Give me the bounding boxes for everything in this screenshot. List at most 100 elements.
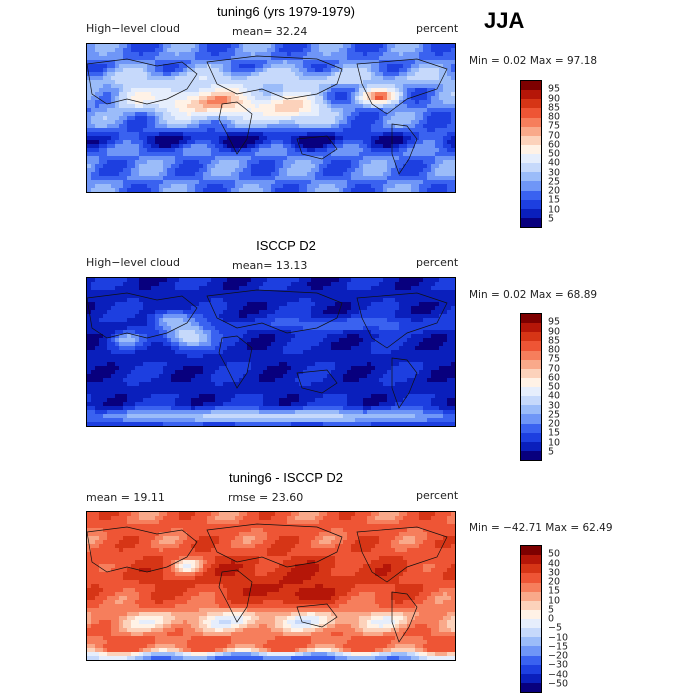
colorbar-tick-label: 20 bbox=[548, 576, 561, 588]
colorbar-tick-label: 40 bbox=[548, 558, 561, 569]
colorbar-swatch bbox=[521, 609, 541, 619]
colorbar-tick-label: 30 bbox=[548, 567, 561, 579]
colorbar-tick-label: 95 bbox=[548, 316, 561, 328]
coastline bbox=[206, 55, 343, 100]
colorbar-swatch bbox=[521, 637, 541, 647]
colorbar-swatch bbox=[521, 564, 541, 574]
colorbar-swatch bbox=[521, 432, 541, 442]
min-max-label: Min = 0.02 Max = 97.18 bbox=[469, 55, 598, 67]
coastline bbox=[87, 526, 198, 573]
coastline bbox=[391, 123, 418, 175]
colorbar-swatch bbox=[521, 144, 541, 154]
colorbar-tick-label: 40 bbox=[548, 390, 561, 402]
colorbar-swatch bbox=[521, 591, 541, 601]
colorbar-swatch bbox=[521, 387, 541, 397]
colorbar-tick-label: 30 bbox=[548, 167, 561, 178]
panel-title: tuning6 (yrs 1979-1979) bbox=[216, 4, 356, 19]
colorbar-swatch bbox=[521, 546, 541, 556]
variable-label: High−level cloud bbox=[86, 22, 180, 35]
coastline bbox=[356, 58, 448, 115]
colorbar-tick-label: 90 bbox=[548, 93, 561, 104]
colorbar-tick-label: 70 bbox=[548, 130, 561, 141]
colorbar-swatch bbox=[521, 405, 541, 415]
units-label: percent bbox=[416, 22, 459, 35]
coastline bbox=[206, 523, 343, 568]
colorbar-swatch bbox=[521, 414, 541, 424]
colorbar-swatch bbox=[521, 628, 541, 638]
colorbar-tick-label: 75 bbox=[548, 353, 561, 365]
colorbar-swatch bbox=[521, 682, 541, 692]
colorbar-tick-label: 70 bbox=[548, 363, 561, 374]
colorbar-swatch bbox=[521, 217, 541, 227]
colorbar-tick-label: −5 bbox=[548, 622, 563, 634]
colorbar-model bbox=[520, 80, 542, 228]
coastline bbox=[218, 335, 253, 389]
colorbar-swatch bbox=[521, 673, 541, 683]
coastline bbox=[391, 357, 418, 409]
colorbar-swatch bbox=[521, 359, 541, 369]
season-label: JJA bbox=[484, 8, 525, 33]
colorbar-tick-label: 25 bbox=[548, 409, 561, 421]
panel-title: tuning6 - ISCCP D2 bbox=[229, 470, 343, 485]
colorbar-tick-label: 60 bbox=[548, 372, 561, 384]
map-model bbox=[86, 43, 456, 193]
mean-label: mean= 13.13 bbox=[232, 259, 308, 272]
colorbar-diff bbox=[520, 545, 542, 693]
colorbar-swatch bbox=[521, 181, 541, 191]
colorbar-swatch bbox=[521, 163, 541, 173]
coastline bbox=[87, 58, 198, 105]
colorbar-tick-label: 30 bbox=[548, 400, 561, 411]
map-obs bbox=[86, 277, 456, 427]
colorbar-tick-label: 50 bbox=[548, 381, 561, 393]
colorbar-tick-label: 60 bbox=[548, 139, 561, 151]
colorbar-swatch bbox=[521, 341, 541, 351]
colorbar-tick-label: −20 bbox=[548, 650, 569, 662]
colorbar-tick-label: 5 bbox=[548, 446, 555, 458]
colorbar-tick-label: −50 bbox=[548, 678, 569, 690]
colorbar-tick-label: 20 bbox=[548, 418, 561, 430]
colorbar-tick-label: 0 bbox=[548, 613, 555, 625]
coastline bbox=[87, 292, 198, 339]
colorbar-swatch bbox=[521, 208, 541, 218]
colorbar-tick-label: 15 bbox=[548, 427, 561, 439]
colorbar-tick-label: 85 bbox=[548, 102, 561, 114]
colorbar-swatch bbox=[521, 314, 541, 324]
colorbar-swatch bbox=[521, 573, 541, 583]
variable-label: High−level cloud bbox=[86, 256, 180, 269]
coastline bbox=[206, 289, 343, 334]
colorbar-tick-label: 5 bbox=[548, 213, 555, 225]
colorbar-swatch bbox=[521, 555, 541, 565]
colorbar-swatch bbox=[521, 81, 541, 91]
colorbar-swatch bbox=[521, 154, 541, 164]
colorbar-tick-label: 80 bbox=[548, 111, 561, 123]
units-label: percent bbox=[416, 256, 459, 269]
colorbar-tick-label: 15 bbox=[548, 194, 561, 206]
colorbar-tick-label: 5 bbox=[548, 604, 555, 616]
colorbar-swatch bbox=[521, 99, 541, 109]
colorbar-tick-label: 40 bbox=[548, 157, 561, 169]
coastline bbox=[296, 603, 338, 628]
colorbar-swatch bbox=[521, 117, 541, 127]
colorbar-swatch bbox=[521, 664, 541, 674]
colorbar-tick-label: 25 bbox=[548, 176, 561, 188]
colorbar-swatch bbox=[521, 600, 541, 610]
colorbar-tick-label: 85 bbox=[548, 335, 561, 347]
colorbar-tick-label: −10 bbox=[548, 632, 569, 643]
colorbar-swatch bbox=[521, 582, 541, 592]
colorbar-swatch bbox=[521, 396, 541, 406]
colorbar-obs bbox=[520, 313, 542, 461]
colorbar-swatch bbox=[521, 172, 541, 182]
colorbar-swatch bbox=[521, 199, 541, 209]
colorbar-swatch bbox=[521, 646, 541, 656]
colorbar-swatch bbox=[521, 655, 541, 665]
min-max-label: Min = −42.71 Max = 62.49 bbox=[469, 522, 613, 534]
panel-title: ISCCP D2 bbox=[256, 238, 316, 253]
colorbar-swatch bbox=[521, 368, 541, 378]
colorbar-tick-label: 50 bbox=[548, 548, 561, 560]
coastline bbox=[356, 526, 448, 583]
colorbar-tick-label: −30 bbox=[548, 659, 569, 671]
colorbar-tick-label: 80 bbox=[548, 344, 561, 356]
colorbar-swatch bbox=[521, 332, 541, 342]
colorbar-swatch bbox=[521, 441, 541, 451]
colorbar-swatch bbox=[521, 190, 541, 200]
